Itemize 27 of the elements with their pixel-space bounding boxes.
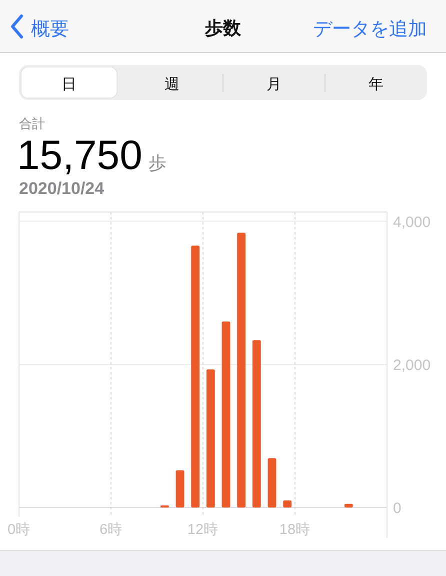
- chart-title: 歩数: [204, 18, 242, 38]
- text: データを追加: [313, 19, 427, 40]
- bar: [252, 340, 261, 508]
- bar: [176, 470, 184, 508]
- x-tick-label: 12時: [187, 521, 219, 538]
- text: 月: [266, 76, 282, 93]
- text: 歩: [148, 153, 166, 173]
- x-tick-label: 6時: [99, 521, 123, 538]
- text: 週: [164, 76, 180, 93]
- text: 合計: [19, 116, 45, 131]
- text: 15,750: [17, 132, 142, 178]
- bar: [283, 500, 292, 508]
- bar: [344, 504, 353, 508]
- bar: [191, 246, 200, 508]
- bar: [237, 232, 246, 508]
- bar: [222, 321, 230, 508]
- text: 2020/10/24: [19, 179, 105, 198]
- y-tick-label: 4,000: [393, 214, 431, 231]
- y-tick-label: 0: [393, 500, 402, 517]
- y-tick-label: 2,000: [393, 356, 431, 374]
- text: 年: [368, 76, 384, 93]
- x-tick-label: 0時: [7, 521, 31, 538]
- bar: [206, 369, 215, 508]
- text: 日: [62, 76, 76, 93]
- text: 概要: [31, 19, 69, 40]
- bar: [268, 458, 276, 508]
- x-tick-label: 18時: [279, 521, 311, 538]
